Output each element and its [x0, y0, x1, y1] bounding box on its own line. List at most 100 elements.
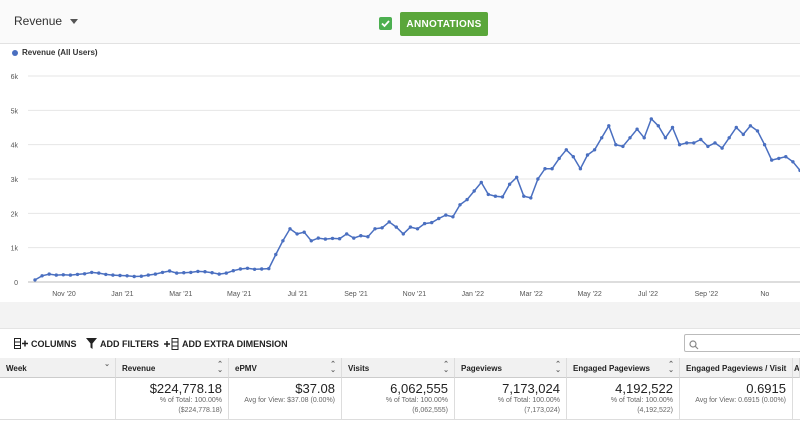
column-header-partial[interactable]: A	[793, 358, 800, 378]
data-point	[784, 155, 788, 159]
x-tick-label: Sep '22	[695, 291, 719, 298]
data-point	[231, 269, 235, 273]
total-percent: % of Total: 100.00%	[159, 397, 222, 404]
data-point	[607, 124, 611, 128]
check-icon	[381, 20, 390, 28]
data-point	[75, 272, 80, 277]
data-point	[592, 148, 597, 152]
metric-dropdown[interactable]: Revenue	[14, 14, 79, 28]
data-point	[507, 182, 512, 186]
sort-icon[interactable]: ⌃ ⌄	[668, 361, 674, 374]
column-header-epmv[interactable]: ePMV ⌃ ⌄	[229, 358, 342, 378]
x-tick-label: Jul '22	[638, 291, 658, 298]
x-tick-label: May '21	[227, 291, 251, 298]
data-point	[677, 143, 682, 147]
sort-icon[interactable]: ⌃ ⌄	[330, 361, 336, 374]
data-point	[33, 278, 37, 282]
data-point	[323, 237, 328, 241]
data-point	[486, 192, 490, 197]
legend-dot-icon	[12, 49, 18, 56]
data-point	[352, 236, 356, 240]
data-point	[175, 271, 179, 275]
data-point	[160, 270, 165, 275]
revenue-line-chart[interactable]: 0 1k 2k 3k 4k 5k 6k Nov '20 Jan '21 Mar '21 May '2…	[0, 60, 800, 305]
y-tick-label: 5k	[11, 108, 19, 115]
data-point	[600, 136, 604, 140]
totals-cell-revenue: $224,778.18 % of Total: 100.00% ($224,77…	[116, 378, 229, 420]
total-value: 4,192,522	[615, 381, 673, 396]
data-point	[635, 127, 639, 131]
chart-legend[interactable]: Revenue (All Users)	[12, 48, 98, 57]
column-header-revenue[interactable]: Revenue ⌃ ⌄	[116, 358, 229, 378]
data-point	[394, 225, 398, 229]
data-point	[430, 220, 434, 225]
data-point	[777, 156, 781, 161]
add-dimension-icon	[164, 338, 179, 350]
metric-dropdown-label: Revenue	[14, 14, 63, 28]
totals-cell-pageviews: 7,173,024 % of Total: 100.00% (7,173,024…	[455, 378, 567, 420]
column-header-visits[interactable]: Visits ⌃ ⌄	[342, 358, 455, 378]
data-point	[189, 270, 193, 275]
column-header-pageviews[interactable]: Pageviews ⌃ ⌄	[455, 358, 567, 378]
annotations-button[interactable]: ANNOTATIONS	[400, 12, 488, 36]
data-point	[224, 271, 228, 275]
y-tick-label: 3k	[11, 177, 19, 184]
chevron-down-icon	[70, 18, 79, 24]
data-point	[444, 213, 448, 217]
columns-button[interactable]: COLUMNS	[14, 338, 77, 349]
data-point	[217, 272, 221, 276]
data-point	[472, 189, 476, 193]
annotations-checkbox[interactable]	[379, 17, 392, 30]
data-point	[408, 225, 413, 229]
sort-icon[interactable]: ⌃ ⌄	[443, 361, 449, 374]
total-percent: % of Total: 100.00%	[385, 397, 448, 404]
data-point	[699, 137, 703, 142]
add-dimension-button[interactable]: ADD EXTRA DIMENSION	[164, 338, 288, 350]
data-point	[90, 270, 94, 275]
data-point	[139, 274, 143, 278]
data-point	[281, 239, 285, 243]
totals-cell-visits: 6,062,555 % of Total: 100.00% (6,062,555…	[342, 378, 455, 420]
totals-cell-week	[0, 378, 116, 420]
x-tick-label: Jan '22	[462, 291, 484, 298]
y-tick-label: 4k	[11, 143, 19, 150]
totals-cell-partial	[793, 378, 800, 420]
data-point	[210, 271, 214, 275]
total-percent: % of Total: 100.00%	[497, 397, 560, 404]
sort-icon[interactable]: ⌃ ⌄	[217, 361, 223, 374]
total-absolute: ($224,778.18)	[178, 407, 222, 414]
totals-cell-engaged-per-visit: 0.6915 Avg for View: 0.6915 (0.00%)	[680, 378, 793, 420]
x-tick-label: Jan '21	[111, 291, 133, 298]
data-point	[585, 153, 590, 157]
data-point	[762, 143, 767, 147]
data-point	[316, 236, 320, 240]
data-point	[663, 136, 668, 140]
filter-icon	[86, 338, 97, 349]
data-point	[656, 124, 660, 128]
x-tick-label: Mar '21	[169, 291, 192, 298]
search-input[interactable]	[684, 334, 800, 352]
total-value: 7,173,024	[502, 381, 560, 396]
x-tick-label: Jul '21	[288, 291, 308, 298]
total-absolute: (4,192,522)	[637, 407, 673, 414]
add-filters-button[interactable]: ADD FILTERS	[86, 338, 159, 349]
data-point	[522, 194, 526, 198]
table-toolbar: COLUMNS ADD FILTERS ADD EXTRA DIMENSION	[0, 328, 800, 358]
data-point	[104, 272, 108, 277]
data-point	[54, 273, 58, 277]
data-point	[252, 267, 257, 271]
column-header-engaged-per-visit[interactable]: Engaged Pageviews / Visit	[680, 358, 793, 378]
columns-label: COLUMNS	[31, 338, 77, 349]
column-header-week[interactable]: Week ⌄	[0, 358, 116, 378]
sort-icon[interactable]: ⌃ ⌄	[555, 361, 561, 374]
data-point	[727, 136, 731, 140]
column-header-engaged-pageviews[interactable]: Engaged Pageviews ⌃ ⌄	[567, 358, 680, 378]
total-value: $37.08	[295, 381, 335, 396]
y-tick-label: 1k	[11, 246, 19, 253]
data-point	[309, 239, 313, 243]
data-point	[40, 274, 44, 278]
data-point	[146, 273, 150, 277]
chevron-down-icon[interactable]: ⌄	[104, 361, 110, 368]
data-point	[97, 271, 101, 275]
data-point	[550, 167, 554, 171]
